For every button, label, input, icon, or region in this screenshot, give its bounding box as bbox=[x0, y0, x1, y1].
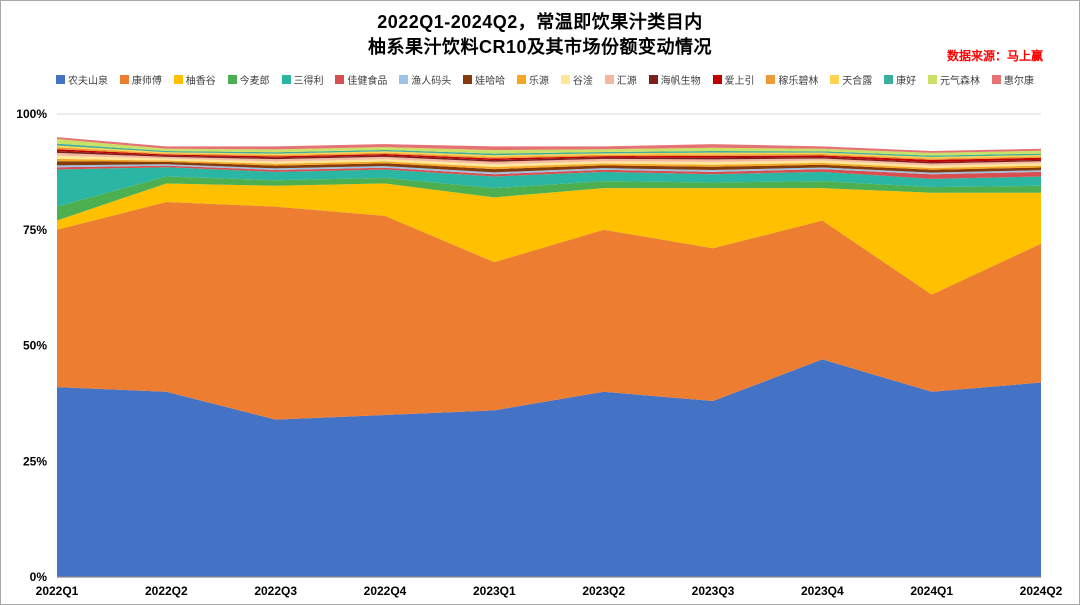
legend-label: 天合露 bbox=[842, 76, 873, 87]
legend-item: 农夫山泉 bbox=[56, 72, 108, 87]
series-area bbox=[57, 183, 1041, 295]
legend-label: 娃哈哈 bbox=[475, 76, 506, 87]
legend-label: 谷淦 bbox=[572, 76, 593, 87]
legend-swatch-icon bbox=[119, 75, 129, 84]
series-area bbox=[57, 149, 1041, 163]
legend-swatch-icon bbox=[884, 75, 894, 84]
series-area bbox=[57, 165, 1041, 179]
legend-item: 康师傅 bbox=[119, 72, 162, 87]
x-tick-label: 2023Q4 bbox=[801, 584, 844, 598]
series-area bbox=[57, 137, 1041, 153]
legend-label: 爱上引 bbox=[724, 76, 755, 87]
legend-label: 农夫山泉 bbox=[68, 76, 108, 87]
legend-label: 稼乐碧林 bbox=[778, 76, 819, 87]
legend-swatch-icon bbox=[928, 75, 937, 84]
legend-label: 海帆生物 bbox=[660, 76, 701, 87]
y-tick-label: 0% bbox=[30, 570, 48, 584]
legend-item: 爱上引 bbox=[712, 72, 755, 87]
legend-item: 康好 bbox=[884, 72, 916, 87]
legend-swatch-icon bbox=[173, 75, 183, 84]
chart-title-line2: 柚系果汁饮料CR10及其市场份额变动情况 bbox=[367, 37, 713, 57]
legend-label: 渔人码头 bbox=[411, 76, 452, 87]
legend-item: 谷淦 bbox=[560, 72, 593, 87]
legend-swatch-icon bbox=[604, 75, 614, 84]
x-tick-label: 2023Q3 bbox=[692, 584, 735, 598]
legend-label: 乐源 bbox=[529, 76, 549, 87]
series-area bbox=[57, 147, 1041, 160]
legend-item: 元气森林 bbox=[928, 72, 980, 87]
y-tick-label: 75% bbox=[23, 223, 47, 237]
x-tick-label: 2024Q1 bbox=[910, 584, 953, 598]
legend-item: 乐源 bbox=[517, 72, 549, 87]
y-tick-label: 25% bbox=[23, 454, 47, 468]
legend-label: 柚香谷 bbox=[185, 76, 216, 87]
series-area bbox=[57, 161, 1041, 173]
legend-item: 柚香谷 bbox=[173, 72, 216, 87]
legend-item: 汇源 bbox=[604, 72, 637, 87]
series-area bbox=[57, 143, 1041, 158]
x-tick-label: 2022Q1 bbox=[36, 584, 79, 598]
legend-item: 海帆生物 bbox=[648, 72, 701, 87]
legend-item: 天合露 bbox=[830, 72, 872, 87]
series-area bbox=[57, 151, 1041, 164]
legend-swatch-icon bbox=[991, 75, 1001, 84]
legend-swatch-icon bbox=[281, 75, 291, 84]
legend-swatch-icon bbox=[56, 75, 65, 84]
legend-swatch-icon bbox=[227, 75, 237, 84]
series-area bbox=[57, 176, 1041, 221]
data-source-note: 数据来源：马上赢 bbox=[946, 49, 1043, 63]
legend-swatch-icon bbox=[648, 75, 658, 84]
x-tick-label: 2024Q2 bbox=[1020, 584, 1063, 598]
x-tick-label: 2022Q4 bbox=[364, 584, 407, 598]
legend-label: 汇源 bbox=[616, 76, 637, 87]
x-tick-label: 2022Q3 bbox=[254, 584, 297, 598]
legend-item: 惠尔康 bbox=[991, 72, 1034, 87]
chart-title: 2022Q1-2024Q2，常温即饮果汁类目内 柚系果汁饮料CR10及其市场份额… bbox=[1, 1, 1079, 60]
series-area bbox=[57, 145, 1041, 159]
series-area bbox=[57, 158, 1041, 170]
x-tick-label: 2022Q2 bbox=[145, 584, 188, 598]
legend-item: 渔人码头 bbox=[399, 72, 451, 87]
legend-item: 佳健食品 bbox=[335, 72, 387, 87]
x-tick-label: 2023Q1 bbox=[473, 584, 516, 598]
series-area bbox=[57, 359, 1041, 577]
series-area bbox=[57, 167, 1041, 207]
series-area bbox=[57, 201, 1041, 420]
legend-swatch-icon bbox=[766, 75, 776, 84]
legend-swatch-icon bbox=[560, 75, 570, 84]
y-tick-label: 100% bbox=[16, 107, 47, 121]
stacked-area-chart: 0% 25% 50% 75% 100% 2022Q1 2022Q2 2022Q3 2022Q4 2… bbox=[16, 107, 1063, 598]
legend-item: 稼乐碧林 bbox=[766, 72, 818, 87]
series-area bbox=[57, 164, 1041, 175]
chart-legend: 农夫山泉 康师傅 柚香谷 今麦郎 三得利 佳健食品 渔人码头 娃哈哈 乐源 谷淦 汇源 海帆生物 爱上引… bbox=[56, 72, 1034, 87]
y-tick-label: 50% bbox=[23, 339, 47, 353]
legend-swatch-icon bbox=[517, 75, 526, 84]
series-area bbox=[57, 139, 1041, 156]
legend-swatch-icon bbox=[399, 75, 409, 84]
legend-item: 三得利 bbox=[281, 72, 324, 87]
legend-swatch-icon bbox=[830, 75, 840, 84]
chart-title-line1: 2022Q1-2024Q2，常温即饮果汁类目内 bbox=[377, 12, 703, 32]
x-tick-label: 2023Q2 bbox=[582, 584, 625, 598]
legend-swatch-icon bbox=[463, 75, 473, 84]
legend-label: 惠尔康 bbox=[1003, 76, 1034, 87]
legend-label: 康师傅 bbox=[131, 76, 162, 87]
legend-label: 元气森林 bbox=[940, 76, 980, 87]
series-area bbox=[57, 155, 1041, 168]
legend-swatch-icon bbox=[712, 75, 722, 84]
legend-label: 今麦郎 bbox=[239, 76, 270, 87]
legend-swatch-icon bbox=[335, 75, 345, 84]
legend-label: 康好 bbox=[896, 76, 917, 87]
series-area bbox=[57, 152, 1041, 166]
legend-item: 今麦郎 bbox=[227, 72, 270, 87]
legend-label: 佳健食品 bbox=[347, 76, 388, 87]
legend-item: 娃哈哈 bbox=[463, 72, 505, 87]
legend-label: 三得利 bbox=[293, 76, 324, 87]
